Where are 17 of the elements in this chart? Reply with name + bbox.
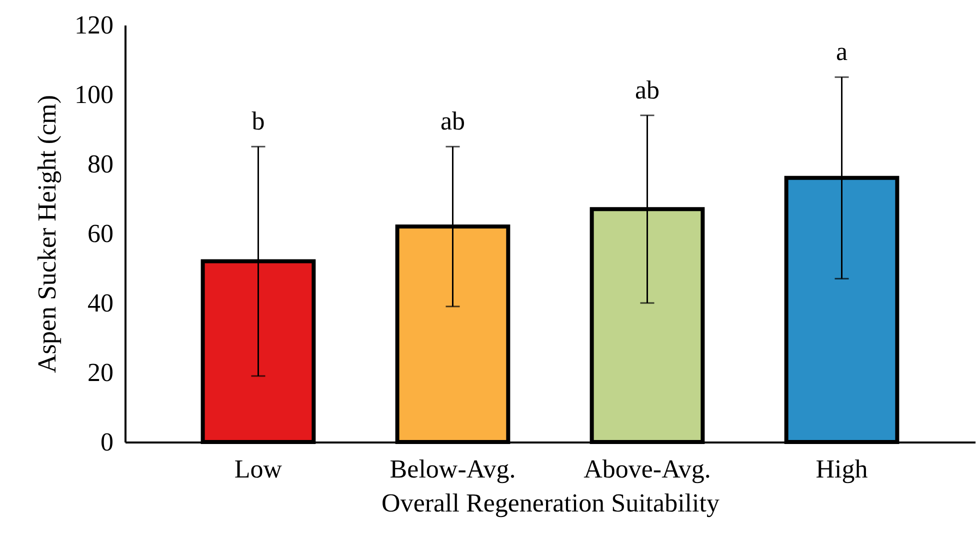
annotation: b: [252, 106, 265, 136]
annotation: ab: [634, 75, 660, 104]
y-tick-label: 40: [88, 288, 114, 318]
y-tick-label: 60: [88, 219, 114, 248]
x-tick-label: High: [816, 454, 868, 484]
x-tick-label: Above-Avg.: [584, 454, 711, 484]
y-axis-title: Aspen Sucker Height (cm): [32, 95, 62, 373]
annotation: ab: [440, 106, 466, 136]
y-tick-label: 0: [100, 428, 114, 456]
y-tick-label: 20: [88, 358, 114, 387]
annotation: a: [836, 37, 848, 66]
x-axis-title: Overall Regeneration Suitability: [382, 488, 720, 518]
y-tick-label: 80: [88, 150, 114, 178]
y-tick-label: 120: [74, 10, 114, 40]
y-tick-label: 100: [74, 80, 114, 109]
x-tick-label: Low: [234, 454, 282, 484]
x-tick-label: Below-Avg.: [390, 454, 516, 484]
